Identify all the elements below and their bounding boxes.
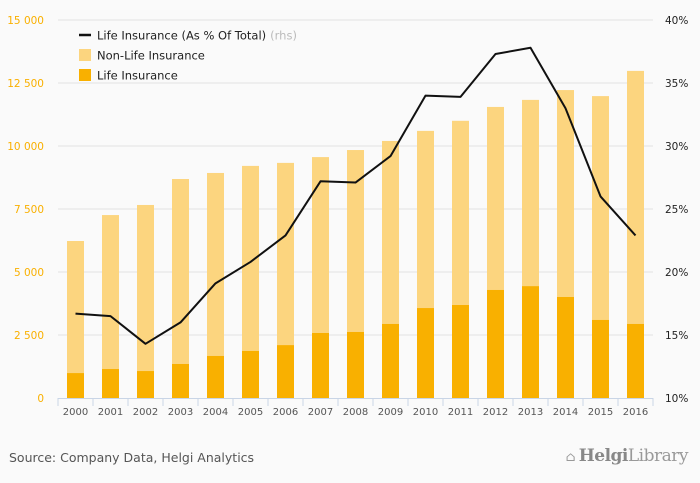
x-tick-label: 2001: [98, 407, 123, 418]
bar-non-life-2002: [137, 204, 154, 372]
right-tick-label: 20%: [665, 267, 688, 279]
right-tick-label: 15%: [665, 330, 688, 342]
axes: 0 2 500 5 000 7 500 10 000 12 500 15 000 10% 15%…: [7, 15, 688, 418]
bar-non-life-2011: [452, 120, 469, 306]
bar-life-2012: [487, 289, 504, 398]
left-tick-label: 2 500: [14, 330, 44, 342]
logo-icon: ⌂: [565, 450, 579, 465]
bar-life-2004: [207, 355, 224, 398]
left-tick-label: 15 000: [7, 15, 44, 27]
x-tick-label: 2004: [203, 407, 228, 418]
helgi-library-logo[interactable]: ⌂ HelgiLibrary: [565, 446, 689, 466]
bar-non-life-2015: [592, 96, 609, 320]
x-tick-label: 2006: [273, 407, 298, 418]
bar-life-2001: [102, 369, 119, 398]
bars: [67, 70, 644, 398]
x-tick-label: 2008: [343, 407, 368, 418]
right-tick-label: 25%: [665, 204, 688, 216]
bar-non-life-2003: [172, 179, 189, 364]
x-tick-label: 2002: [133, 407, 158, 418]
x-tick-label: 2016: [623, 407, 648, 418]
legend-swatch-non-life: [79, 49, 91, 61]
bar-non-life-2007: [312, 157, 329, 333]
bar-non-life-2014: [557, 90, 574, 297]
bar-life-2010: [417, 308, 434, 398]
x-tick-label: 2014: [553, 407, 578, 418]
bar-non-life-2000: [67, 241, 84, 374]
bar-life-2016: [627, 323, 644, 398]
bar-life-2007: [312, 332, 329, 398]
right-tick-label: 30%: [665, 141, 688, 153]
x-tick-label: 2007: [308, 407, 333, 418]
legend-swatch-life: [79, 69, 91, 81]
x-tick-label: 2011: [448, 407, 473, 418]
bar-life-2008: [347, 331, 364, 398]
legend-rhs-note: (rhs): [270, 29, 297, 43]
left-tick-label: 7 500: [14, 204, 44, 216]
bar-life-2003: [172, 363, 189, 398]
bar-non-life-2005: [242, 165, 259, 351]
x-tick-label: 2012: [483, 407, 508, 418]
bar-life-2009: [382, 323, 399, 398]
bar-life-2000: [67, 373, 84, 398]
right-tick-label: 10%: [665, 393, 688, 405]
left-tick-label: 12 500: [7, 78, 44, 90]
bar-non-life-2004: [207, 172, 224, 356]
bar-non-life-2008: [347, 150, 364, 332]
left-tick-label: 0: [37, 393, 44, 405]
bar-life-2002: [137, 371, 154, 398]
bar-life-2013: [522, 286, 539, 398]
legend-label-life: Life Insurance: [97, 69, 178, 83]
bar-life-2011: [452, 305, 469, 398]
legend: Life Insurance (As % Of Total) (rhs) Non-L…: [79, 29, 297, 83]
source-note: Source: Company Data, Helgi Analytics: [9, 450, 255, 465]
right-tick-label: 35%: [665, 78, 688, 90]
legend-label-non-life: Non-Life Insurance: [97, 49, 205, 63]
x-tick-label: 2010: [413, 407, 438, 418]
legend-label-life-pct: Life Insurance (As % Of Total): [97, 29, 266, 43]
bar-life-2006: [277, 345, 294, 398]
left-tick-label: 10 000: [7, 141, 44, 153]
chart: 0 2 500 5 000 7 500 10 000 12 500 15 000 10% 15%…: [7, 15, 688, 418]
x-tick-label: 2009: [378, 407, 403, 418]
bar-non-life-2006: [277, 162, 294, 346]
left-tick-label: 5 000: [14, 267, 44, 279]
line-series: [75, 46, 637, 345]
bar-non-life-2013: [522, 99, 539, 287]
x-tick-label: 2003: [168, 407, 193, 418]
right-tick-label: 40%: [665, 15, 688, 27]
x-tick-label: 2015: [588, 407, 613, 418]
bar-non-life-2016: [627, 70, 644, 324]
bar-non-life-2010: [417, 130, 434, 309]
bar-non-life-2001: [102, 215, 119, 370]
bar-life-2014: [557, 296, 574, 398]
x-tick-label: 2000: [63, 407, 88, 418]
x-tick-label: 2005: [238, 407, 263, 418]
logo-rest: Library: [627, 446, 689, 466]
bar-life-2015: [592, 319, 609, 398]
bar-non-life-2012: [487, 106, 504, 290]
logo-bold: Helgi: [578, 446, 629, 466]
x-tick-label: 2013: [518, 407, 543, 418]
bar-life-2005: [242, 350, 259, 398]
bar-non-life-2009: [382, 140, 399, 324]
